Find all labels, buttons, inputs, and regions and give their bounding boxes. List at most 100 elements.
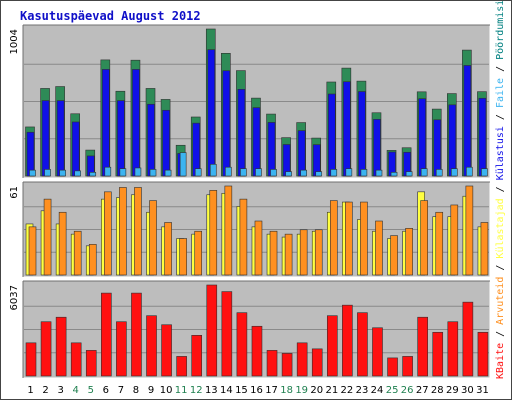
legend-separator: / — [495, 108, 506, 126]
bar-files — [330, 169, 338, 177]
bar-hosts — [390, 235, 398, 276]
bar-visits — [192, 122, 201, 177]
day-label-20: 20 — [310, 385, 323, 396]
legend-item: Külastajad — [495, 198, 506, 258]
bar-visits — [463, 65, 472, 177]
day-label-25: 25 — [386, 385, 399, 396]
bar-hosts — [360, 201, 368, 276]
bar-files — [300, 169, 307, 177]
day-label-21: 21 — [325, 385, 338, 396]
bar-kbytes — [25, 342, 37, 377]
bar-visits — [26, 131, 35, 177]
day-label-24: 24 — [371, 385, 384, 396]
bar-hosts — [209, 190, 218, 276]
bar-visits — [207, 49, 216, 177]
bar-files — [149, 169, 157, 177]
bar-visits — [252, 107, 261, 177]
bar-hosts — [405, 228, 413, 276]
bar-kbytes — [146, 315, 157, 377]
day-label-26: 26 — [401, 385, 414, 396]
bar-kbytes — [131, 292, 142, 377]
bar-kbytes — [402, 356, 413, 377]
bar-kbytes — [432, 331, 444, 377]
bar-files — [270, 169, 277, 177]
bar-files — [89, 172, 97, 177]
bar-visits — [267, 122, 276, 177]
bar-kbytes — [191, 335, 203, 377]
bar-kbytes — [372, 327, 383, 377]
bar-kbytes — [326, 315, 338, 377]
bar-kbytes — [221, 291, 233, 377]
bar-hosts — [299, 229, 308, 276]
legend-vertical: KBaite / Arvuteid / Külastajad / Külastu… — [495, 1, 506, 379]
bar-kbytes — [296, 342, 308, 377]
bar-visits — [117, 100, 125, 177]
bar-visits — [41, 100, 50, 177]
bar-hosts — [134, 187, 142, 276]
bar-hosts — [164, 222, 172, 276]
bar-hosts — [119, 187, 127, 276]
bar-hosts — [73, 230, 82, 276]
bar-files — [209, 163, 217, 177]
bar-files — [255, 168, 262, 177]
legend-separator: / — [495, 180, 506, 198]
bar-visits — [418, 98, 426, 177]
legend-item: Pöördumisi — [495, 1, 506, 60]
bar-kbytes — [70, 342, 82, 377]
bar-visits — [102, 69, 110, 177]
day-label-22: 22 — [341, 385, 354, 396]
bar-visits — [373, 119, 381, 177]
bar-files — [119, 168, 127, 177]
bar-files — [481, 168, 488, 177]
bar-hosts — [88, 244, 97, 276]
bar-visits — [282, 144, 291, 177]
day-label-2: 2 — [42, 385, 48, 396]
bar-visits — [343, 81, 351, 177]
bar-kbytes — [206, 284, 218, 377]
bar-hosts — [28, 226, 37, 276]
legend-item: KBaite — [495, 343, 506, 379]
day-label-6: 6 — [103, 385, 109, 396]
day-label-30: 30 — [461, 385, 474, 396]
day-label-4: 4 — [73, 385, 79, 396]
bar-hosts — [435, 211, 444, 276]
bar-hosts — [239, 198, 248, 276]
bar-kbytes — [477, 331, 489, 377]
bar-kbytes — [387, 357, 398, 377]
bar-hosts — [149, 200, 157, 276]
bar-visits — [358, 91, 366, 177]
bar-hosts — [104, 191, 112, 276]
bar-hosts — [254, 220, 263, 276]
day-label-10: 10 — [160, 385, 173, 396]
bar-kbytes — [417, 316, 428, 377]
bar-kbytes — [116, 321, 127, 377]
bar-visits — [297, 130, 306, 177]
day-label-29: 29 — [446, 385, 459, 396]
day-label-15: 15 — [235, 385, 248, 396]
bar-files — [466, 166, 473, 177]
day-label-14: 14 — [220, 385, 233, 396]
day-label-18: 18 — [280, 385, 293, 396]
bar-hosts — [480, 222, 489, 276]
bar-visits — [448, 104, 457, 177]
day-label-28: 28 — [431, 385, 444, 396]
bar-hosts — [345, 201, 353, 276]
day-label-7: 7 — [118, 385, 124, 396]
bar-kbytes — [342, 304, 353, 377]
bar-files — [420, 168, 428, 177]
bar-kbytes — [462, 301, 474, 377]
legend-item: Arvuteid — [495, 277, 506, 325]
bar-files — [435, 169, 443, 177]
bar-kbytes — [176, 356, 187, 377]
bar-visits — [478, 97, 487, 177]
bar-kbytes — [357, 312, 368, 377]
y-max-label: 1004 — [9, 29, 20, 54]
bar-kbytes — [40, 321, 52, 377]
bar-kbytes — [266, 350, 278, 377]
legend-item: Faile — [495, 78, 506, 108]
y-max-label: 61 — [9, 186, 20, 199]
chart-title: Kasutuspäevad August 2012 — [20, 9, 201, 23]
bar-visits — [162, 109, 170, 177]
